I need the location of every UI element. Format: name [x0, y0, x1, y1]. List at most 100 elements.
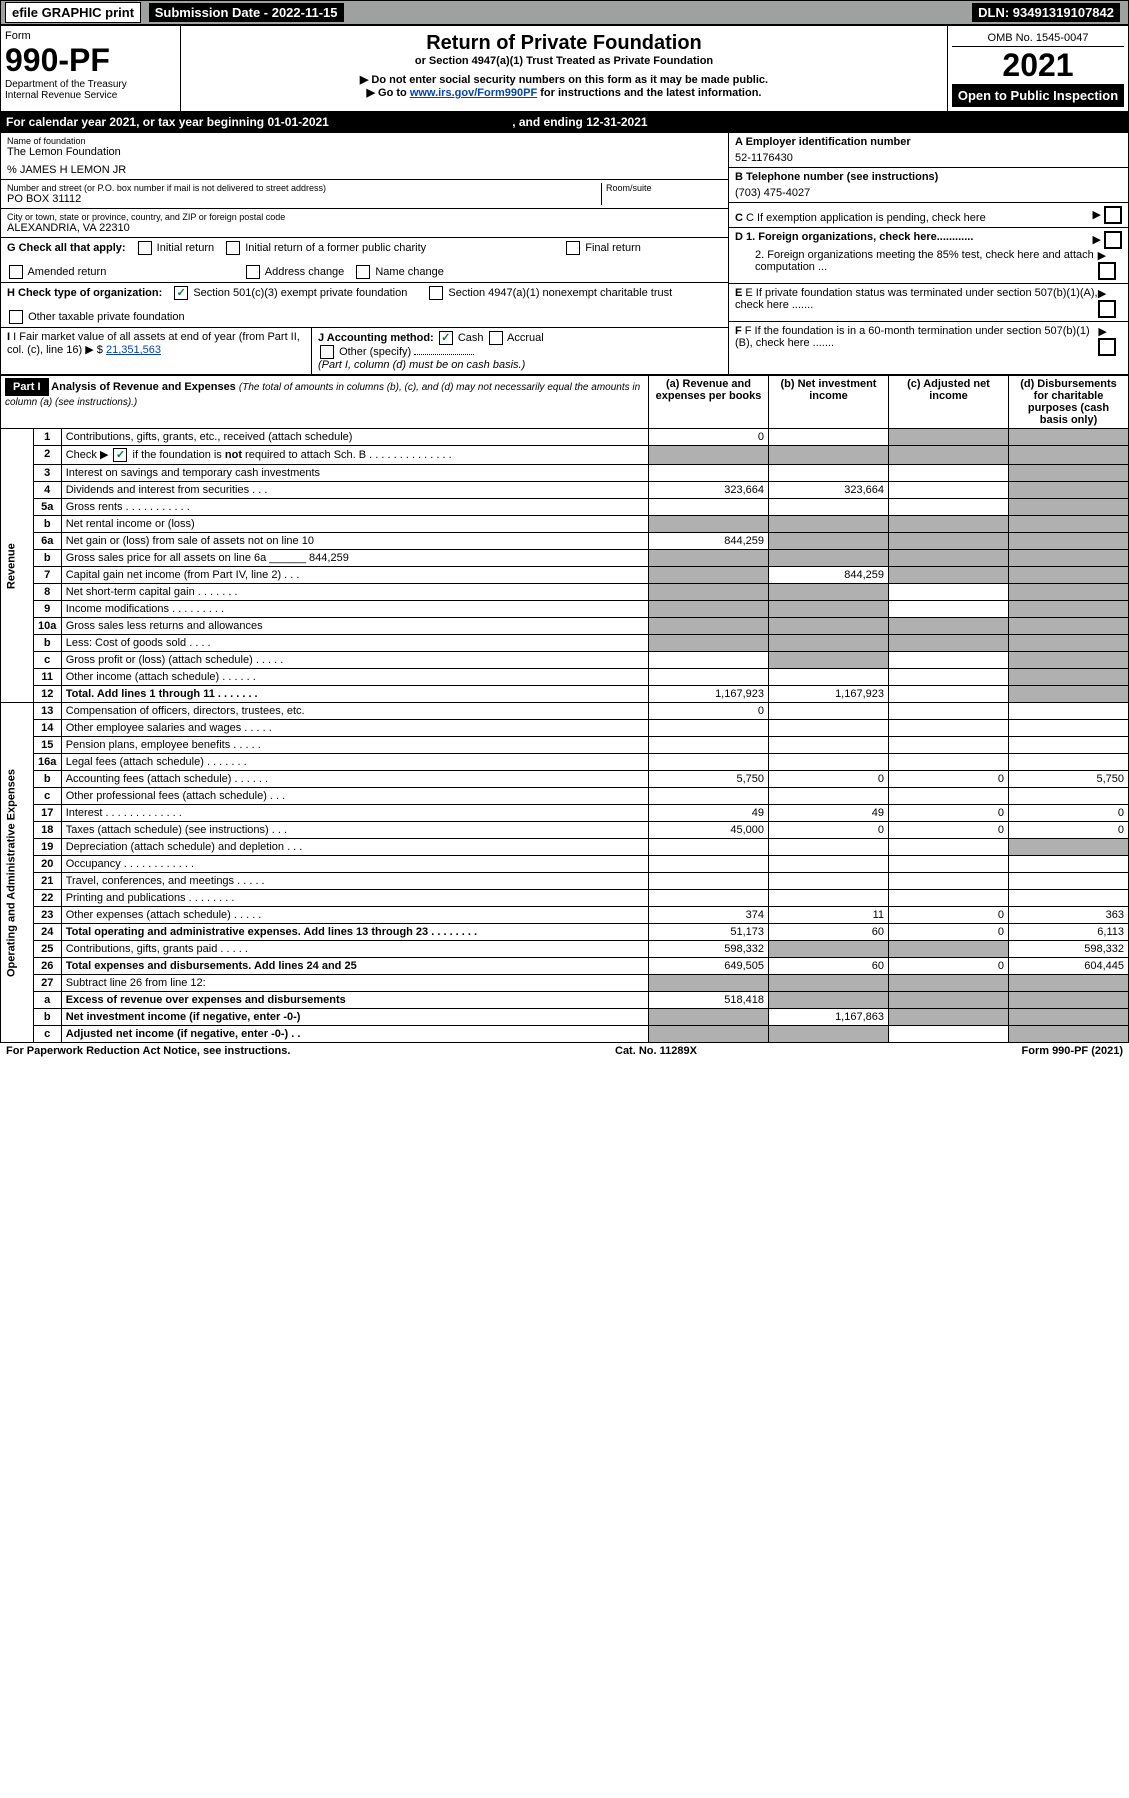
- h-other-taxable-checkbox[interactable]: [9, 310, 23, 324]
- cell-b: [769, 992, 889, 1009]
- line-number: 20: [33, 856, 61, 873]
- cell-b: [769, 429, 889, 446]
- e-checkbox[interactable]: [1098, 300, 1116, 318]
- line-description: Occupancy . . . . . . . . . . . .: [61, 856, 648, 873]
- line-number: 19: [33, 839, 61, 856]
- footer-mid: Cat. No. 11289X: [615, 1045, 697, 1057]
- cell-d: [1009, 465, 1129, 482]
- line-number: 13: [33, 703, 61, 720]
- h-501c3-checkbox[interactable]: [174, 286, 188, 300]
- table-row: 6aNet gain or (loss) from sale of assets…: [1, 533, 1129, 550]
- cell-b: [769, 754, 889, 771]
- g-initial-former-checkbox[interactable]: [226, 241, 240, 255]
- cell-b: [769, 446, 889, 465]
- cell-a: 844,259: [649, 533, 769, 550]
- g-name-change-checkbox[interactable]: [356, 265, 370, 279]
- note1: ▶ Do not enter social security numbers o…: [187, 73, 941, 86]
- cell-d: [1009, 873, 1129, 890]
- d2-checkbox[interactable]: [1098, 262, 1116, 280]
- j-cash-checkbox[interactable]: [439, 331, 453, 345]
- line-number: b: [33, 550, 61, 567]
- line-number: 11: [33, 669, 61, 686]
- g-row: G Check all that apply: Initial return I…: [1, 238, 728, 283]
- cell-b: [769, 941, 889, 958]
- cell-b: [769, 890, 889, 907]
- d1-checkbox[interactable]: [1104, 231, 1122, 249]
- note2: ▶ Go to www.irs.gov/Form990PF for instru…: [187, 86, 941, 99]
- col-d-header: (d) Disbursements for charitable purpose…: [1009, 376, 1129, 429]
- cell-b: [769, 669, 889, 686]
- line-number: b: [33, 516, 61, 533]
- g-initial-return-checkbox[interactable]: [138, 241, 152, 255]
- table-row: 22Printing and publications . . . . . . …: [1, 890, 1129, 907]
- d-cell: D 1. Foreign organizations, check here..…: [729, 228, 1128, 284]
- table-row: Revenue1Contributions, gifts, grants, et…: [1, 429, 1129, 446]
- line-description: Total operating and administrative expen…: [61, 924, 648, 941]
- cell-d: [1009, 652, 1129, 669]
- cell-d: [1009, 499, 1129, 516]
- city-label: City or town, state or province, country…: [7, 212, 722, 222]
- header-left: Form 990-PF Department of the Treasury I…: [1, 26, 181, 111]
- street-address: PO BOX 31112: [7, 193, 597, 205]
- table-row: 15Pension plans, employee benefits . . .…: [1, 737, 1129, 754]
- e-cell: E E If private foundation status was ter…: [729, 284, 1128, 322]
- cell-c: [889, 941, 1009, 958]
- table-row: 21Travel, conferences, and meetings . . …: [1, 873, 1129, 890]
- line-number: b: [33, 635, 61, 652]
- line-description: Pension plans, employee benefits . . . .…: [61, 737, 648, 754]
- cell-a: [649, 839, 769, 856]
- cell-c: [889, 686, 1009, 703]
- part1-badge: Part I: [5, 378, 49, 396]
- cell-b: [769, 635, 889, 652]
- cell-a: [649, 720, 769, 737]
- schb-checkbox[interactable]: [113, 448, 127, 462]
- entity-left: Name of foundation The Lemon Foundation …: [1, 133, 728, 374]
- line-number: 12: [33, 686, 61, 703]
- cell-a: 51,173: [649, 924, 769, 941]
- line-description: Total. Add lines 1 through 11 . . . . . …: [61, 686, 648, 703]
- cell-d: [1009, 703, 1129, 720]
- cell-a: 0: [649, 703, 769, 720]
- table-row: cGross profit or (loss) (attach schedule…: [1, 652, 1129, 669]
- cell-b: 844,259: [769, 567, 889, 584]
- cell-c: [889, 567, 1009, 584]
- line-number: 3: [33, 465, 61, 482]
- j-accrual-checkbox[interactable]: [489, 331, 503, 345]
- cell-a: 518,418: [649, 992, 769, 1009]
- table-row: 20Occupancy . . . . . . . . . . . .: [1, 856, 1129, 873]
- line-number: 2: [33, 446, 61, 465]
- line-number: 18: [33, 822, 61, 839]
- f-checkbox[interactable]: [1098, 338, 1116, 356]
- footer-right: Form 990-PF (2021): [1022, 1045, 1124, 1057]
- fmv-link[interactable]: 21,351,563: [106, 344, 161, 356]
- e-label: E If private foundation status was termi…: [735, 287, 1098, 311]
- line-number: b: [33, 771, 61, 788]
- col-b-header: (b) Net investment income: [769, 376, 889, 429]
- cell-a: [649, 856, 769, 873]
- form990pf-link[interactable]: www.irs.gov/Form990PF: [410, 87, 537, 99]
- g-address-change-checkbox[interactable]: [246, 265, 260, 279]
- cell-a: 323,664: [649, 482, 769, 499]
- submission-date: Submission Date - 2022-11-15: [149, 3, 344, 22]
- d2-label: 2. Foreign organizations meeting the 85%…: [735, 249, 1098, 280]
- cell-c: [889, 499, 1009, 516]
- c-checkbox[interactable]: [1104, 206, 1122, 224]
- irs: Internal Revenue Service: [5, 90, 176, 101]
- cell-d: [1009, 1026, 1129, 1043]
- h-4947-checkbox[interactable]: [429, 286, 443, 300]
- cell-a: [649, 465, 769, 482]
- cell-d: [1009, 516, 1129, 533]
- g-opt-3: Amended return: [27, 266, 106, 278]
- j-other-checkbox[interactable]: [320, 345, 334, 359]
- g-final-return-checkbox[interactable]: [566, 241, 580, 255]
- footer-left: For Paperwork Reduction Act Notice, see …: [6, 1045, 290, 1057]
- line-description: Adjusted net income (if negative, enter …: [61, 1026, 648, 1043]
- line-number: 16a: [33, 754, 61, 771]
- j-label: J Accounting method:: [318, 332, 434, 344]
- cell-b: [769, 618, 889, 635]
- cell-d: [1009, 601, 1129, 618]
- cal-begin: 01-01-2021: [267, 115, 328, 129]
- a-label: A Employer identification number: [735, 136, 1122, 148]
- cell-b: [769, 652, 889, 669]
- g-amended-checkbox[interactable]: [9, 265, 23, 279]
